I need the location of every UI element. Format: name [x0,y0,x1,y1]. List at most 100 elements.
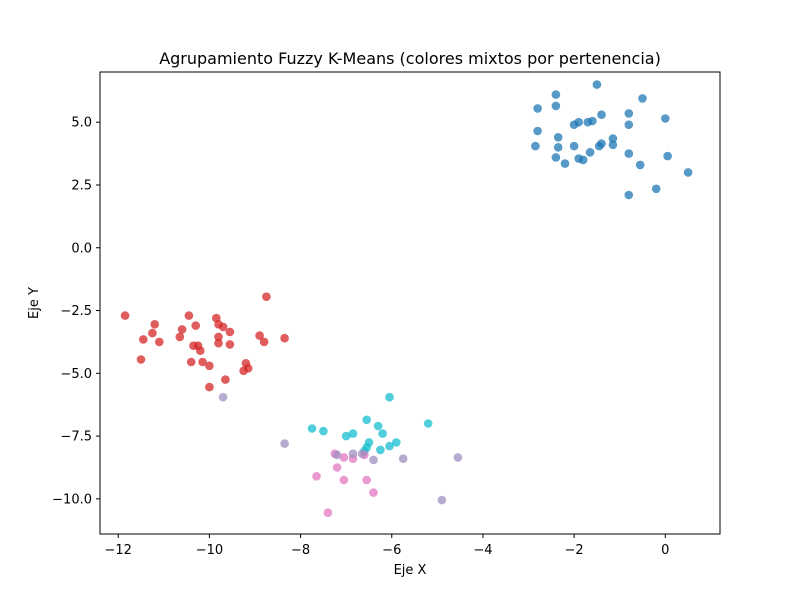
data-point [362,475,372,485]
data-point [624,120,634,129]
data-point [423,419,433,428]
data-point [214,338,223,348]
data-point [551,153,561,162]
data-point [608,140,618,150]
data-point [332,463,342,472]
data-point [553,133,563,142]
data-point [280,333,289,343]
data-point [339,453,349,462]
data-point [597,110,606,119]
data-point [341,431,351,441]
data-point [148,328,157,338]
data-point [312,472,321,481]
data-point [186,357,196,367]
data-point [683,168,693,177]
data-point [175,332,185,342]
y-tick-label: −2.5 [60,304,92,319]
data-point [398,454,408,464]
data-point [369,455,378,465]
data-point [198,357,207,367]
data-point [385,441,394,451]
data-point [569,141,579,151]
data-point [307,424,317,433]
data-point [376,445,385,455]
data-point [585,148,595,157]
data-point [255,331,264,340]
data-point [155,337,164,347]
data-point [378,429,387,438]
y-tick-label: −10.0 [52,492,92,507]
data-point [184,311,194,320]
data-point [332,450,342,460]
x-tick-label: −6 [382,543,401,558]
x-tick-label: −10 [196,543,223,558]
data-point [661,114,670,123]
data-point [624,149,634,158]
data-point [139,335,148,344]
data-point [583,117,593,127]
data-point [205,382,214,392]
points-layer [120,80,693,517]
data-point [392,438,401,447]
data-point [362,415,372,425]
y-tick-label: 2.5 [71,178,92,193]
plot-frame [99,71,721,535]
data-point [624,109,634,118]
data-point [177,325,187,334]
data-point [663,151,672,161]
data-point [437,495,447,505]
data-point [369,488,378,497]
y-tick-label: −5.0 [60,367,92,382]
x-axis-label: Eje X [394,563,427,578]
data-point [196,346,205,356]
data-point [239,366,248,376]
data-point [191,321,200,330]
y-axis-label: Eje Y [27,287,42,319]
y-tick-label: 5.0 [71,116,92,131]
data-point [373,421,383,431]
data-point [385,392,394,402]
data-point [348,429,358,438]
data-point [225,327,235,337]
data-point [357,449,367,459]
x-tick-label: −2 [565,543,584,558]
data-point [214,332,223,342]
data-point [533,126,542,136]
data-point [624,190,634,200]
data-point [150,320,159,329]
data-point [259,337,269,347]
data-point [218,322,228,332]
data-point [531,141,540,151]
data-point [225,340,235,349]
data-point [280,439,289,448]
data-point [638,94,647,103]
data-point [348,449,358,459]
data-point [560,159,570,168]
data-point [205,361,214,371]
data-point [218,392,228,402]
y-axis-ticks: −10.0 −7.5 −5.0 −2.5 0.0 2.5 5.0 [52,116,100,507]
data-point [651,184,661,194]
data-point [551,101,561,111]
x-tick-label: −4 [473,543,492,558]
data-point [339,475,349,485]
data-point [136,355,146,364]
data-point [221,375,230,384]
data-point [578,155,588,165]
data-point [592,80,602,89]
data-point [453,453,463,462]
data-point [608,134,618,143]
data-point [120,311,130,320]
data-point [635,160,645,170]
data-point [319,426,328,436]
x-axis-ticks: −12 −10 −8 −6 −4 −2 0 [105,534,669,558]
chart-title: Agrupamiento Fuzzy K-Means (colores mixt… [159,49,661,68]
y-tick-label: 0.0 [71,241,92,256]
x-tick-label: 0 [661,543,669,558]
x-tick-label: −8 [291,543,310,558]
data-point [551,90,561,99]
data-point [553,143,563,152]
data-point [323,508,333,517]
